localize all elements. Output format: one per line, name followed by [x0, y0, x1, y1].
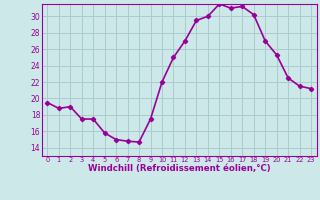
X-axis label: Windchill (Refroidissement éolien,°C): Windchill (Refroidissement éolien,°C) [88, 164, 270, 173]
